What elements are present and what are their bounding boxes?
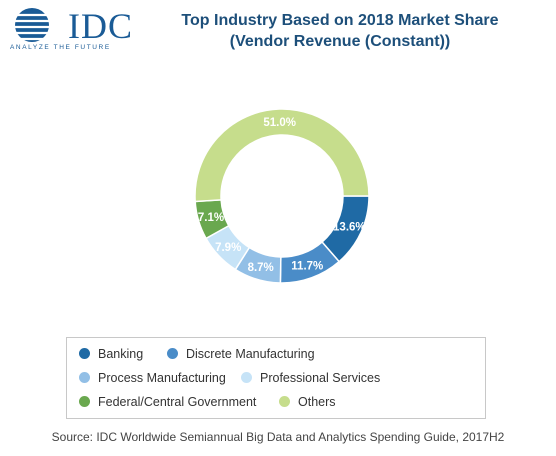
chart-legend: Banking Discrete Manufacturing Process M… — [66, 337, 486, 419]
slice-label-banking: 13.6% — [333, 222, 366, 234]
chart-title: Top Industry Based on 2018 Market Share … — [150, 10, 530, 52]
legend-label: Discrete Manufacturing — [186, 347, 315, 361]
legend-label: Federal/Central Government — [98, 395, 257, 409]
legend-swatch — [79, 396, 90, 407]
legend-swatch — [279, 396, 290, 407]
legend-swatch — [79, 372, 90, 383]
legend-item-process-manufacturing: Process Manufacturing — [79, 371, 226, 385]
legend-item-others: Others — [279, 395, 336, 409]
legend-item-professional-services: Professional Services — [241, 371, 380, 385]
idc-logo: IDC ANALYZE THE FUTURE — [8, 6, 138, 51]
legend-swatch — [79, 348, 90, 359]
slice-label-professional-services: 7.9% — [215, 242, 241, 254]
donut-slice-others — [194, 108, 370, 203]
legend-label: Banking — [98, 347, 144, 361]
legend-swatch — [241, 372, 252, 383]
chart-title-line2: (Vendor Revenue (Constant)) — [229, 33, 451, 50]
legend-item-federal-central-government: Federal/Central Government — [79, 395, 256, 409]
slice-label-others: 51.0% — [263, 117, 296, 129]
logo-tagline: ANALYZE THE FUTURE — [10, 44, 111, 51]
legend-item-discrete-manufacturing: Discrete Manufacturing — [167, 347, 315, 361]
legend-label: Professional Services — [260, 371, 381, 385]
legend-label: Others — [298, 395, 336, 409]
legend-item-banking: Banking — [79, 347, 143, 361]
chart-title-line1: Top Industry Based on 2018 Market Share — [181, 12, 499, 29]
slice-label-federal-central-government: 7.1% — [198, 212, 224, 224]
slice-label-process-manufacturing: 8.7% — [248, 262, 274, 274]
legend-swatch — [167, 348, 178, 359]
slice-label-discrete-manufacturing: 11.7% — [291, 261, 323, 273]
legend-label: Process Manufacturing — [98, 371, 226, 385]
globe-icon — [12, 8, 52, 42]
logo-wordmark: IDC — [68, 6, 133, 46]
source-note: Source: IDC Worldwide Semiannual Big Dat… — [51, 430, 505, 444]
